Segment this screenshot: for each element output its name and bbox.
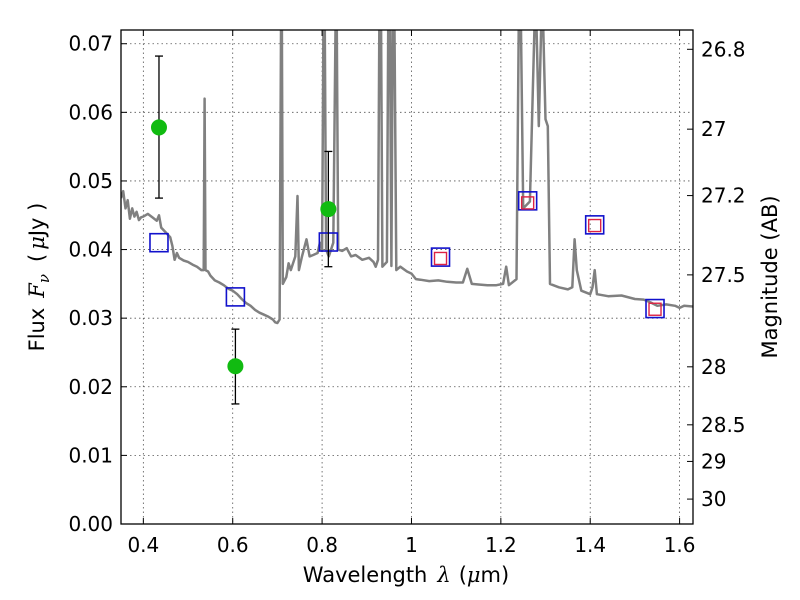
- x-tick-label: 1.6: [664, 533, 696, 557]
- model-point: [149, 232, 169, 253]
- y-tick-label: 0.05: [68, 169, 113, 193]
- y2-tick-label: 29: [701, 449, 726, 473]
- plot-frame: [120, 29, 694, 525]
- model-inner-point: [520, 196, 535, 210]
- y-tick-label: 0.02: [68, 375, 113, 399]
- y-axis-label: FluxFν(μJy ): [25, 203, 53, 352]
- y-tick-label: 0.00: [68, 512, 113, 536]
- model-point: [645, 298, 665, 319]
- x-axis-label: Wavelength λ (μm): [303, 563, 509, 587]
- spectrum-line: [121, 30, 693, 325]
- observed-point: [227, 358, 244, 375]
- x-tick-label: 0.6: [217, 533, 249, 557]
- observed-point: [150, 119, 167, 136]
- model-inner-point: [433, 251, 448, 266]
- model-inner-point: [587, 218, 602, 233]
- x-tick-label: 1: [405, 533, 418, 557]
- model-inner-point: [648, 302, 662, 316]
- x-tick-label: 0.4: [127, 533, 159, 557]
- x-tick-label: 1.2: [485, 533, 517, 557]
- y-tick-label: 0.06: [68, 100, 113, 124]
- y2-tick-label: 27.5: [701, 263, 746, 287]
- model-point: [584, 215, 605, 235]
- y-tick-label: 0.03: [68, 306, 113, 330]
- y2-axis-label: Magnitude (AB): [758, 195, 782, 358]
- y2-tick-label: 27.2: [701, 184, 746, 208]
- y2-tick-label: 28.5: [701, 413, 746, 437]
- x-tick-labels: 0.4 0.6 0.8 1 1.2 1.4 1.6: [127, 533, 695, 557]
- y2-tick-label: 26.8: [701, 37, 746, 61]
- markers-layer: [149, 55, 665, 405]
- y2-tick-label: 28: [701, 355, 726, 379]
- x-tick-label: 1.4: [574, 533, 606, 557]
- y-tick-label: 0.07: [68, 32, 113, 56]
- y2-tick-labels: 26.8 27 27.2 27.5 28 28.5 29 30: [701, 37, 746, 511]
- model-point: [225, 287, 246, 307]
- y-tick-label: 0.01: [68, 443, 113, 467]
- x-tick-label: 0.8: [306, 533, 338, 557]
- axis-ticks: [121, 30, 693, 525]
- y-tick-label: 0.04: [68, 238, 113, 262]
- plot-background: [121, 30, 693, 524]
- y-tick-labels: 0.00 0.01 0.02 0.03 0.04 0.05 0.06 0.07: [68, 32, 113, 536]
- model-point: [517, 191, 538, 211]
- y2-tick-label: 30: [701, 487, 726, 511]
- observed-point: [320, 201, 337, 218]
- y2-tick-label: 27: [701, 117, 726, 141]
- model-point: [430, 247, 451, 267]
- spectrum-layer: [121, 30, 693, 325]
